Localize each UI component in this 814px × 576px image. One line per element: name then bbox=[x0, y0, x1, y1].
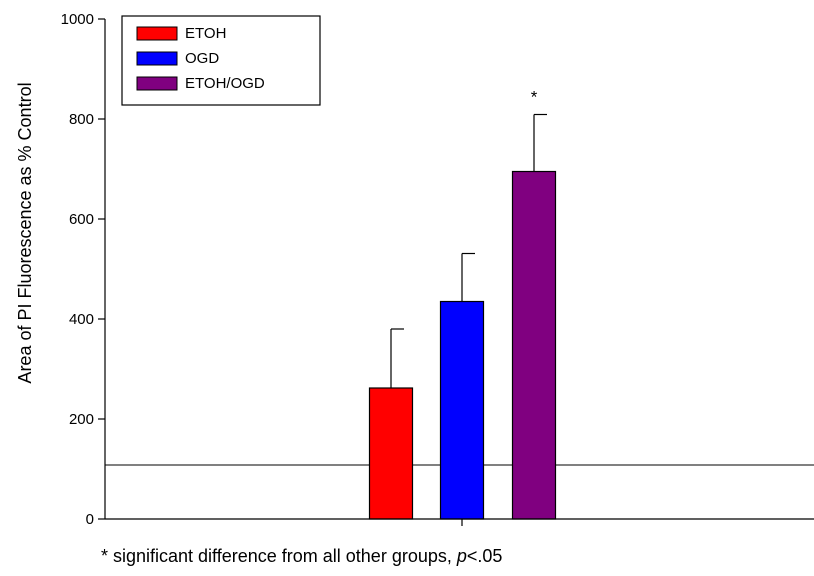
legend-swatch bbox=[136, 26, 178, 41]
significance-marker: * bbox=[531, 88, 538, 107]
legend-label: ETOH bbox=[185, 25, 226, 42]
legend-swatch bbox=[136, 51, 178, 66]
y-tick-label: 0 bbox=[86, 511, 94, 528]
y-tick-label: 200 bbox=[69, 411, 94, 428]
y-tick-label: 600 bbox=[69, 211, 94, 228]
footnote: * significant difference from all other … bbox=[101, 546, 502, 566]
bar-group-etoh-ogd: * bbox=[511, 88, 557, 520]
y-axis-title: Area of PI Fluorescence as % Control bbox=[15, 82, 35, 383]
bar-group-etoh bbox=[368, 328, 414, 520]
footnote-italic: p bbox=[456, 546, 467, 566]
bar bbox=[439, 300, 485, 520]
legend-label: ETOH/OGD bbox=[185, 75, 265, 92]
footnote-prefix: * significant difference from all other … bbox=[101, 546, 457, 566]
y-axis-ticks: 0 200 400 600 800 1000 bbox=[61, 11, 105, 528]
footnote-suffix: <.05 bbox=[467, 546, 503, 566]
legend: ETOH OGD ETOH/OGD bbox=[121, 15, 321, 106]
bar bbox=[511, 170, 557, 520]
y-tick-label: 800 bbox=[69, 111, 94, 128]
bar-group-ogd bbox=[439, 252, 485, 520]
legend-swatch bbox=[136, 76, 178, 91]
y-tick-label: 400 bbox=[69, 311, 94, 328]
y-tick-label: 1000 bbox=[61, 11, 94, 28]
legend-label: OGD bbox=[185, 50, 219, 67]
bars-layer: * bbox=[368, 88, 557, 520]
bar bbox=[368, 387, 414, 520]
